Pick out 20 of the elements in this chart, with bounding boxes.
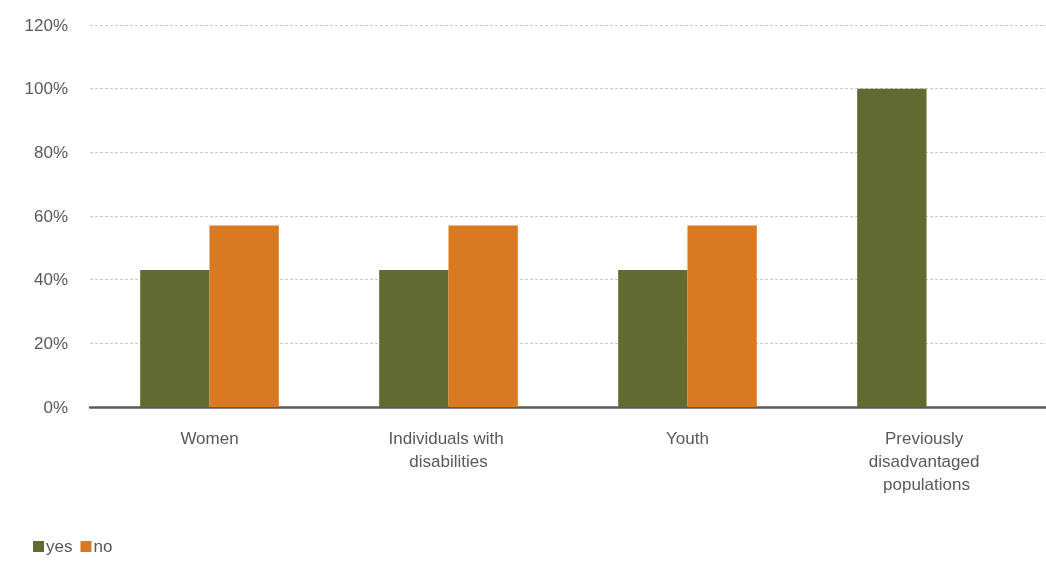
bar: [209, 225, 279, 407]
y-tick-label: 20%: [33, 333, 68, 353]
legend-label: yes: [46, 537, 73, 556]
x-tick-label: Previously disadvantaged populations: [868, 429, 985, 494]
y-tick-label: 80%: [33, 142, 68, 162]
bar: [140, 270, 210, 407]
bar: [687, 225, 757, 407]
x-tick-label: Youth: [666, 429, 709, 448]
bar: [857, 88, 927, 407]
y-tick-label: 0%: [43, 397, 68, 417]
y-tick-label: 60%: [33, 206, 68, 226]
bar: [618, 270, 688, 407]
y-tick-label: 120%: [24, 15, 68, 35]
x-tick-label: Individuals with disabilities: [388, 429, 509, 471]
y-tick-label: 100%: [24, 79, 68, 99]
legend-label: no: [93, 537, 113, 556]
y-tick-label: 40%: [33, 270, 68, 290]
bar: [448, 225, 518, 407]
x-tick-label: Women: [180, 429, 239, 448]
bar: [379, 270, 449, 407]
